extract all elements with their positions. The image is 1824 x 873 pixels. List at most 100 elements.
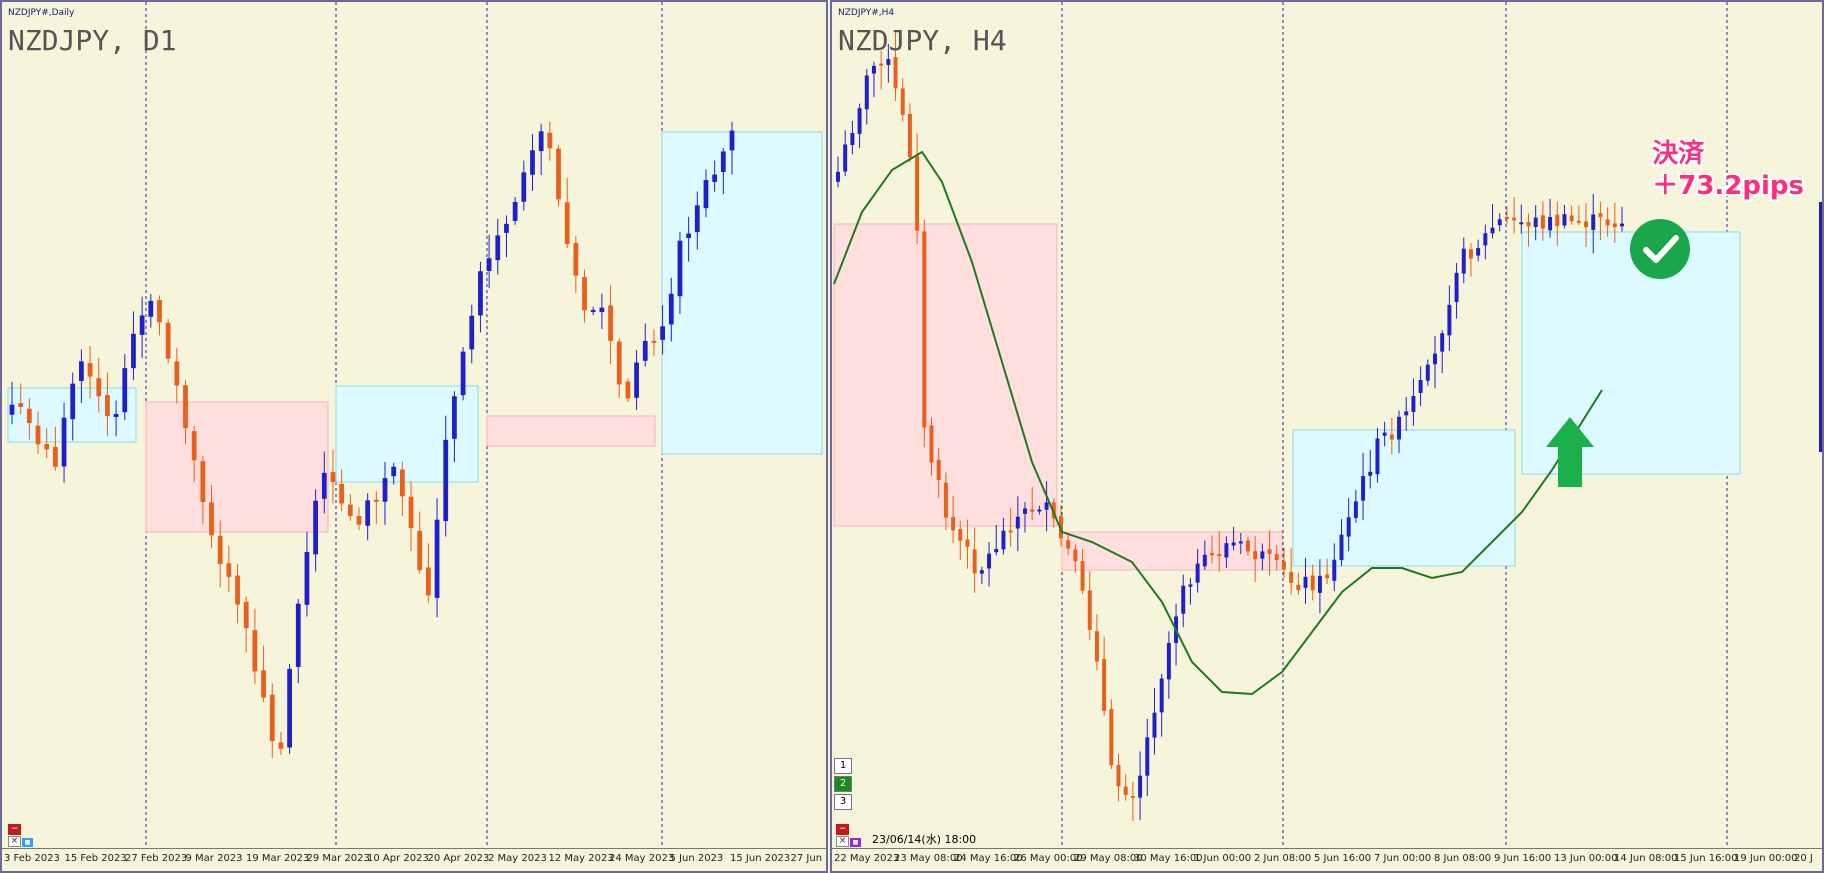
candle-body bbox=[1504, 217, 1509, 220]
timeframe-button-1[interactable]: 1 bbox=[834, 758, 852, 774]
close-icon[interactable]: × bbox=[8, 836, 21, 847]
candle-body bbox=[504, 223, 509, 233]
candle-body bbox=[893, 57, 898, 89]
candle-body bbox=[836, 171, 840, 182]
candle-body bbox=[1418, 379, 1423, 393]
candle-body bbox=[521, 172, 527, 202]
candle-body bbox=[907, 114, 912, 158]
window-icon[interactable]: ■ bbox=[850, 838, 861, 847]
candle-body bbox=[564, 202, 570, 245]
candle-body bbox=[52, 447, 58, 467]
candle-body bbox=[1217, 554, 1222, 557]
candle-body bbox=[547, 132, 553, 149]
candle-body bbox=[1576, 220, 1581, 223]
candle-body bbox=[26, 408, 32, 423]
minimize-icon[interactable]: − bbox=[836, 824, 849, 835]
candle-body bbox=[857, 108, 862, 134]
candle-body bbox=[113, 413, 119, 417]
candle-body bbox=[1461, 248, 1466, 274]
candle-body bbox=[287, 668, 292, 748]
candle-body bbox=[1569, 215, 1574, 222]
candle-body bbox=[174, 361, 180, 386]
candle-body bbox=[1540, 215, 1545, 229]
candle-body bbox=[958, 528, 963, 541]
candle-body bbox=[226, 563, 232, 577]
candle-body bbox=[1253, 551, 1258, 560]
candle-body bbox=[261, 670, 266, 698]
candle-body bbox=[936, 459, 941, 480]
candle-body bbox=[417, 530, 423, 571]
candle-body bbox=[35, 425, 41, 445]
candle-body bbox=[321, 472, 327, 499]
window-icon[interactable]: ■ bbox=[22, 838, 33, 847]
candle-body bbox=[1368, 471, 1373, 476]
time-axis-label: 9 Mar 2023 bbox=[185, 853, 243, 864]
time-axis-label: 5 Jun 16:00 bbox=[1314, 853, 1372, 864]
timeframe-button-2[interactable]: 2 bbox=[834, 776, 852, 792]
time-axis-label: 19 Mar 2023 bbox=[246, 853, 310, 864]
candle-body bbox=[1483, 233, 1488, 246]
time-axis-label: 23 May 08:00 bbox=[894, 853, 963, 864]
candle-body bbox=[972, 549, 977, 574]
candle-body bbox=[1008, 530, 1013, 533]
h4-chart-title: NZDJPY, H4 bbox=[838, 24, 1007, 57]
time-axis-label: 9 Jun 16:00 bbox=[1494, 853, 1552, 864]
candle-body bbox=[191, 431, 197, 461]
candle-body bbox=[900, 88, 905, 115]
candle-body bbox=[573, 242, 579, 276]
candle-body bbox=[1353, 501, 1358, 518]
candle-body bbox=[1044, 502, 1049, 510]
candle-body bbox=[538, 131, 544, 152]
candle-body bbox=[1526, 222, 1531, 227]
candle-body bbox=[1224, 543, 1229, 558]
candle-body bbox=[1519, 222, 1524, 225]
candle-body bbox=[1490, 227, 1495, 234]
candle-body bbox=[886, 59, 891, 65]
candle-body bbox=[1447, 304, 1452, 336]
candle-body bbox=[1030, 509, 1035, 512]
candle-body bbox=[1555, 214, 1560, 227]
candle-body bbox=[512, 201, 518, 221]
candle-body bbox=[929, 425, 934, 463]
candle-body bbox=[1289, 572, 1294, 583]
time-axis-label: 15 Feb 2023 bbox=[64, 853, 127, 864]
vertical-scrollbar[interactable] bbox=[1819, 202, 1822, 452]
time-axis-label: 29 Mar 2023 bbox=[306, 853, 370, 864]
candle-body bbox=[915, 155, 920, 231]
candle-body bbox=[1001, 530, 1006, 550]
time-axis-label: 1 Jun 00:00 bbox=[1194, 853, 1252, 864]
candle-body bbox=[278, 742, 284, 749]
daily-chart-panel[interactable]: NZDJPY#,Daily NZDJPY, D1 3 Feb 2023 15 Fe… bbox=[0, 0, 828, 873]
candle-body bbox=[1116, 764, 1121, 787]
daily-chart-plot[interactable] bbox=[2, 2, 828, 873]
candle-body bbox=[608, 305, 613, 341]
daily-time-axis: 3 Feb 2023 15 Feb 2023 27 Feb 2023 9 Mar 20… bbox=[2, 848, 826, 871]
candle-body bbox=[157, 299, 162, 323]
candle-body bbox=[79, 361, 84, 382]
candle-body bbox=[1159, 678, 1164, 713]
candle-body bbox=[131, 333, 136, 369]
settlement-annotation: 決済 ＋73.2pips bbox=[1652, 138, 1804, 202]
candle-body bbox=[871, 65, 876, 74]
time-axis-label: 24 May 2023 bbox=[609, 853, 675, 864]
candle-body bbox=[530, 150, 535, 175]
minimize-icon[interactable]: − bbox=[8, 824, 21, 835]
close-icon[interactable]: × bbox=[836, 836, 849, 847]
candle-body bbox=[1562, 214, 1567, 226]
candle-body bbox=[720, 151, 726, 172]
candle-body bbox=[1145, 737, 1150, 776]
candle-body bbox=[1620, 223, 1624, 227]
candle-body bbox=[879, 63, 884, 66]
timeframe-button-3[interactable]: 3 bbox=[834, 794, 852, 810]
check-circle-icon bbox=[1630, 219, 1690, 279]
candle-body bbox=[356, 516, 362, 525]
h4-chart-plot[interactable] bbox=[832, 2, 1824, 873]
time-axis-label: 15 Jun 16:00 bbox=[1674, 853, 1738, 864]
candle-body bbox=[1382, 432, 1387, 436]
candle-body bbox=[994, 548, 999, 553]
time-axis-label: 10 Apr 2023 bbox=[367, 853, 429, 864]
h4-chart-panel[interactable]: NZDJPY#,H4 NZDJPY, H4 決済 ＋73.2pips 1 2 3… bbox=[830, 0, 1824, 873]
time-axis-label: 27 Feb 2023 bbox=[125, 853, 188, 864]
candle-body bbox=[365, 500, 371, 526]
time-axis-label: 26 May 00:00 bbox=[1014, 853, 1083, 864]
